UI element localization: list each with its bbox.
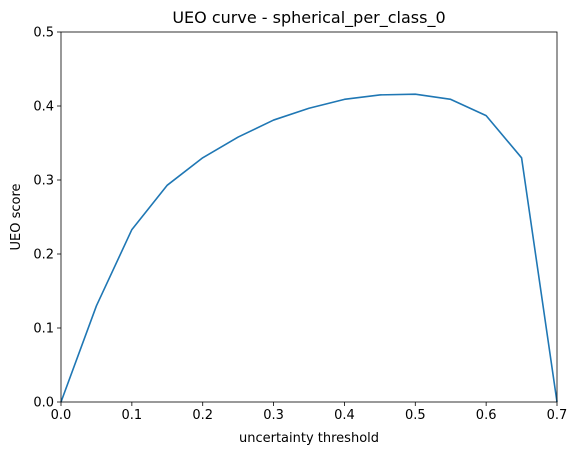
y-tick-label: 0.1	[33, 322, 54, 337]
plot-area	[60, 31, 558, 403]
x-tick-label: 0.4	[334, 408, 355, 423]
plot-border	[60, 31, 558, 403]
y-tick-label: 0.0	[33, 396, 54, 411]
x-tick-label: 0.1	[122, 408, 143, 423]
x-axis-label: uncertainty threshold	[239, 431, 379, 446]
y-tick-label: 0.4	[33, 100, 54, 115]
y-axis: 0.0 0.1 0.2 0.3 0.4 0.5	[33, 26, 61, 411]
x-tick-label: 0.2	[192, 408, 213, 423]
plot-background	[61, 32, 557, 402]
x-axis: 0.0 0.1 0.2 0.3 0.4 0.5 0.6 0.7	[51, 402, 568, 423]
chart-title: UEO curve - spherical_per_class_0	[172, 8, 445, 28]
x-tick-label: 0.5	[405, 408, 426, 423]
y-tick-label: 0.3	[33, 174, 54, 189]
y-axis-label: UEO score	[9, 183, 24, 250]
x-tick-label: 0.3	[263, 408, 284, 423]
x-tick-label: 0.0	[51, 408, 72, 423]
x-tick-label: 0.6	[476, 408, 497, 423]
x-tick-label: 0.7	[547, 408, 568, 423]
y-tick-label: 0.2	[33, 248, 54, 263]
y-tick-label: 0.5	[33, 26, 54, 41]
